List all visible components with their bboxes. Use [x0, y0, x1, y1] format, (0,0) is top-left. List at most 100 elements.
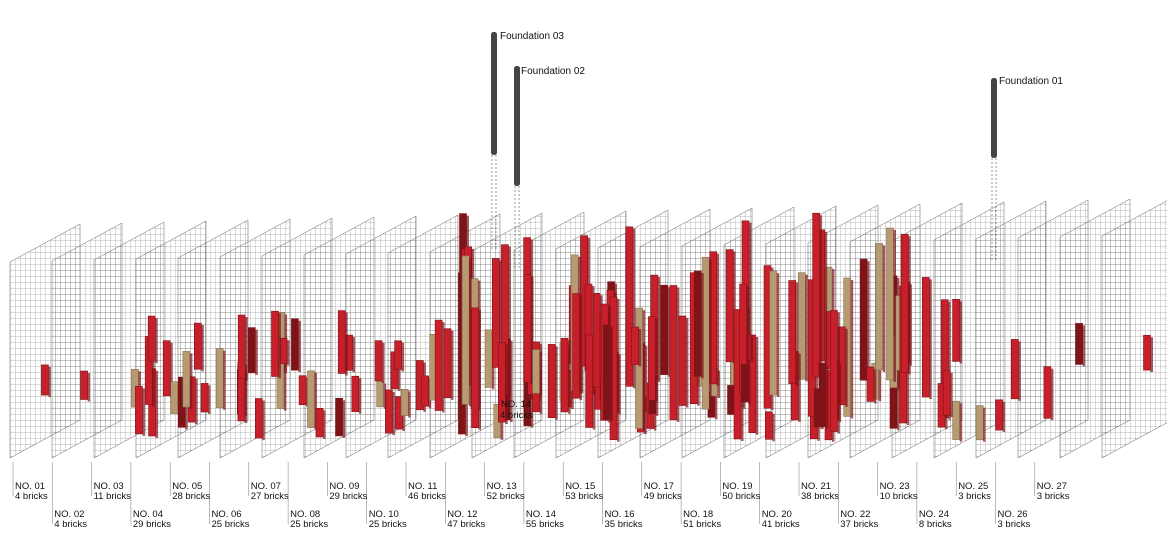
brick-stack-side — [201, 325, 204, 372]
column-number: NO. 15 — [565, 481, 595, 492]
brick-stack-side — [478, 309, 481, 430]
brick-stack-side — [245, 317, 248, 381]
column-number: NO. 06 — [212, 509, 242, 520]
brick-stack-side — [382, 342, 385, 383]
brick-stack-side — [798, 353, 801, 422]
column-number: NO. 05 — [172, 481, 202, 492]
column-brick-count: 4 bricks — [54, 519, 87, 530]
brick-stack-side — [298, 320, 301, 373]
column-number: NO. 22 — [840, 509, 870, 520]
brick-stack — [461, 255, 470, 405]
brick-stack-side — [837, 312, 840, 434]
brick-stack — [135, 386, 143, 435]
brick-stack-side — [617, 298, 620, 442]
column-number: NO. 03 — [94, 481, 124, 492]
brick-stack — [237, 314, 246, 379]
column-brick-count: 53 bricks — [565, 491, 603, 502]
brick-stack-side — [667, 287, 671, 377]
column-number: NO. 17 — [644, 481, 674, 492]
brick-stack — [170, 381, 179, 414]
brick-stack — [374, 340, 383, 382]
brick-stack-side — [152, 338, 155, 407]
brick-stack-side — [323, 410, 326, 439]
brick-stack — [740, 363, 749, 403]
brick-stack — [279, 337, 288, 364]
brick-stack-side — [772, 413, 775, 442]
brick-stack-side — [676, 287, 680, 422]
brick-stack — [900, 233, 909, 373]
brick-stack — [147, 315, 156, 362]
column-brick-count: 50 bricks — [722, 491, 760, 502]
brick-stack-side — [314, 372, 317, 430]
brick-stack-side — [755, 337, 759, 435]
brick-stack — [1075, 323, 1083, 365]
brick-stack-side — [223, 350, 226, 410]
brick-stack-side — [1082, 325, 1086, 367]
column-brick-count: 29 bricks — [133, 519, 171, 530]
brick-stack — [866, 366, 875, 402]
brick-stack-side — [948, 301, 951, 420]
column-number: NO. 02 — [54, 509, 84, 520]
brick-stack — [635, 307, 644, 429]
foundation-posts: Foundation 03 Foundation 02 Foundation 01 — [491, 31, 1063, 270]
brick-stack-side — [342, 400, 346, 438]
brick-stack-side — [657, 277, 661, 382]
brick-stack-side — [882, 245, 886, 372]
brick-stack-side — [408, 391, 411, 418]
brick-stack — [585, 334, 594, 428]
column-number: NO. 19 — [722, 481, 752, 492]
brick-stack — [215, 348, 224, 409]
brick-stack — [648, 316, 656, 401]
brick-stack — [200, 383, 209, 413]
brick-stack-side — [929, 279, 932, 400]
brick-stack — [385, 389, 393, 434]
brick-stack — [995, 399, 1003, 431]
brick-stack — [80, 370, 88, 400]
brick-stack-side — [278, 313, 281, 379]
column-brick-count: 52 bricks — [487, 491, 525, 502]
brick-stack — [421, 375, 430, 407]
column-brick-count: 25 bricks — [369, 519, 407, 530]
column-brick-count: 49 bricks — [644, 491, 682, 502]
brick-stack-side — [632, 228, 636, 389]
column-number: NO. 08 — [290, 509, 320, 520]
brick-stack — [886, 227, 894, 381]
brick-stack — [952, 298, 960, 362]
brick-stack-side — [262, 400, 265, 441]
inner-column-count: 4 bricks — [500, 410, 533, 421]
brick-stack — [942, 370, 951, 416]
brick-stack-side — [821, 390, 824, 430]
brick-stack-side — [500, 406, 504, 440]
brick-stack — [952, 400, 961, 440]
brick-stack-side — [825, 365, 829, 429]
brick-stack — [678, 315, 687, 406]
column-brick-count: 3 bricks — [1037, 491, 1070, 502]
brick-stack-side — [638, 329, 642, 367]
brick-stack-side — [383, 383, 387, 409]
column-number: NO. 07 — [251, 481, 281, 492]
brick-stack — [572, 293, 580, 399]
foundation-post — [491, 32, 497, 155]
brick-stack — [471, 307, 479, 428]
brick-stack-side — [1150, 337, 1153, 373]
brick-stack-side — [1002, 401, 1006, 433]
brick-stack-side — [155, 318, 158, 364]
brick-stack — [921, 277, 930, 398]
brick-stack — [812, 212, 820, 378]
brick-stack-side — [878, 365, 882, 402]
brick-stack — [400, 388, 409, 416]
column-brick-count: 51 bricks — [683, 519, 721, 530]
brick-stack-side — [701, 273, 704, 379]
inner-column-label: NO. 14 — [501, 399, 531, 410]
brick-stack — [532, 349, 540, 394]
column-number: NO. 14 — [526, 509, 556, 520]
brick-stack-side — [950, 372, 953, 418]
brick-stack-side — [244, 364, 248, 423]
brick-stack-side — [195, 378, 198, 425]
brick-stack — [162, 340, 171, 397]
brick-stack-side — [714, 394, 718, 420]
brick-stack-side — [618, 354, 621, 415]
brick-stack-side — [155, 370, 159, 438]
grid-panel — [1101, 200, 1167, 459]
